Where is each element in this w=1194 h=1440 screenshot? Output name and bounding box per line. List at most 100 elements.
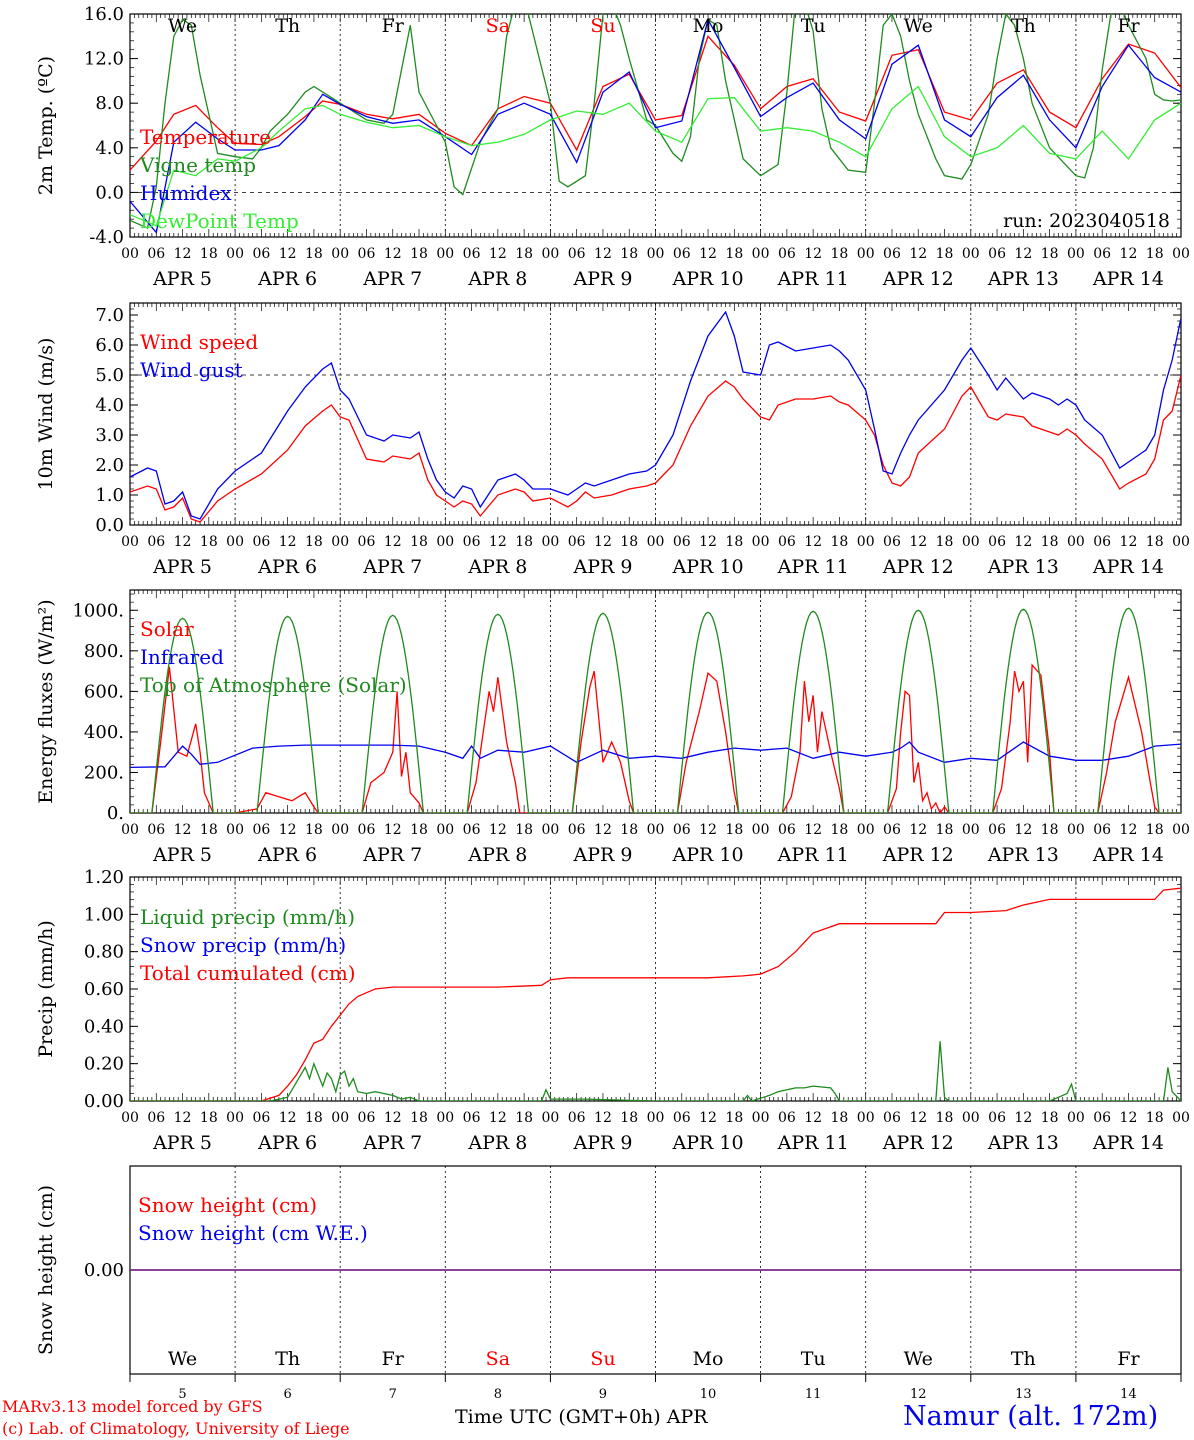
hour-tick-label: 12 bbox=[384, 822, 402, 838]
y-tick-label: 800. bbox=[84, 641, 124, 662]
legend-total-cumulated-cm-: Total cumulated (cm) bbox=[140, 961, 356, 985]
day-number: 7 bbox=[389, 1387, 397, 1402]
hour-tick-label: 18 bbox=[1041, 822, 1059, 838]
series-liquid-precip-mm-h- bbox=[130, 1041, 1181, 1101]
hour-tick-label: 00 bbox=[647, 1110, 665, 1126]
hour-tick-label: 00 bbox=[857, 534, 875, 550]
date-label: APR 9 bbox=[572, 556, 632, 578]
hour-tick-label: 12 bbox=[699, 246, 717, 262]
hour-tick-label: 12 bbox=[1120, 246, 1138, 262]
hour-tick-label: 18 bbox=[200, 534, 218, 550]
station-label: Namur (alt. 172m) bbox=[903, 1401, 1158, 1432]
hour-tick-label: 00 bbox=[331, 534, 349, 550]
run-annotation: run: 2023040518 bbox=[1003, 210, 1170, 232]
hour-tick-label: 18 bbox=[515, 822, 533, 838]
time-axis-label: Time UTC (GMT+0h) APR bbox=[455, 1406, 708, 1428]
hour-tick-label: 06 bbox=[147, 246, 165, 262]
y-tick-label: 0.00 bbox=[84, 1260, 124, 1281]
hour-tick-label: 18 bbox=[936, 1110, 954, 1126]
hour-tick-label: 18 bbox=[1146, 246, 1164, 262]
hour-tick-label: 06 bbox=[778, 1110, 796, 1126]
hour-tick-label: 12 bbox=[1120, 822, 1138, 838]
hour-tick-label: 00 bbox=[752, 246, 770, 262]
hour-tick-label: 18 bbox=[831, 534, 849, 550]
hour-tick-label: 00 bbox=[121, 246, 139, 262]
date-label: APR 7 bbox=[362, 556, 422, 578]
y-tick-label: 600. bbox=[84, 681, 124, 702]
date-label: APR 11 bbox=[777, 268, 849, 290]
hour-tick-label: 12 bbox=[174, 534, 192, 550]
hour-tick-label: 18 bbox=[305, 822, 323, 838]
hour-tick-label: 18 bbox=[1146, 1110, 1164, 1126]
day-number: 9 bbox=[599, 1387, 607, 1402]
date-label: APR 5 bbox=[152, 844, 212, 866]
hour-tick-label: 06 bbox=[673, 534, 691, 550]
date-label: APR 11 bbox=[777, 556, 849, 578]
day-number: 10 bbox=[700, 1387, 717, 1402]
series-temperature bbox=[130, 35, 1181, 171]
hour-tick-label: 06 bbox=[883, 246, 901, 262]
hour-tick-label: 18 bbox=[200, 246, 218, 262]
date-label: APR 13 bbox=[987, 1132, 1059, 1154]
hour-tick-label: 12 bbox=[174, 822, 192, 838]
date-label: APR 14 bbox=[1092, 268, 1164, 290]
legend-dewpoint-temp: DewPoint Temp bbox=[140, 209, 299, 233]
hour-tick-label: 18 bbox=[725, 822, 743, 838]
y-tick-label: 400. bbox=[84, 722, 124, 743]
date-label: APR 8 bbox=[467, 268, 527, 290]
hour-tick-label: 06 bbox=[147, 822, 165, 838]
date-label: APR 8 bbox=[467, 1132, 527, 1154]
date-label: APR 14 bbox=[1092, 556, 1164, 578]
hour-tick-label: 06 bbox=[358, 822, 376, 838]
hour-tick-label: 06 bbox=[147, 534, 165, 550]
series-vigne-temp bbox=[130, 14, 1181, 230]
hour-tick-label: 06 bbox=[883, 534, 901, 550]
hour-tick-label: 12 bbox=[804, 534, 822, 550]
hour-tick-label: 06 bbox=[988, 822, 1006, 838]
hour-tick-label: 00 bbox=[436, 1110, 454, 1126]
hour-tick-label: 00 bbox=[121, 822, 139, 838]
legend-snow-height-cm-w-e-: Snow height (cm W.E.) bbox=[138, 1221, 368, 1245]
hour-tick-label: 00 bbox=[647, 246, 665, 262]
date-label: APR 12 bbox=[882, 556, 954, 578]
hour-tick-label: 18 bbox=[410, 822, 428, 838]
date-label: APR 8 bbox=[467, 556, 527, 578]
hour-tick-label: 06 bbox=[463, 534, 481, 550]
y-axis-label: Energy fluxes (W/m²) bbox=[35, 599, 57, 803]
date-label: APR 13 bbox=[987, 268, 1059, 290]
hour-tick-label: 18 bbox=[1041, 534, 1059, 550]
series-total-cumulated-cm- bbox=[130, 887, 1181, 1101]
hour-tick-label: 12 bbox=[1120, 1110, 1138, 1126]
hour-tick-label: 06 bbox=[673, 1110, 691, 1126]
hour-tick-label: 00 bbox=[541, 1110, 559, 1126]
date-label: APR 5 bbox=[152, 556, 212, 578]
model-credit: MARv3.13 model forced by GFS bbox=[2, 1397, 263, 1416]
hour-tick-label: 06 bbox=[463, 1110, 481, 1126]
hour-tick-label: 00 bbox=[857, 246, 875, 262]
hour-tick-label: 06 bbox=[778, 534, 796, 550]
date-label: APR 6 bbox=[257, 844, 317, 866]
y-tick-label: 4.0 bbox=[95, 395, 124, 416]
series-top-of-atmosphere-solar- bbox=[130, 607, 1181, 813]
hour-tick-label: 00 bbox=[1067, 1110, 1085, 1126]
hour-tick-label: 12 bbox=[909, 1110, 927, 1126]
hour-tick-label: 06 bbox=[358, 1110, 376, 1126]
legend-wind-speed: Wind speed bbox=[140, 330, 258, 354]
day-number: 11 bbox=[805, 1387, 822, 1402]
hour-tick-label: 18 bbox=[1146, 534, 1164, 550]
hour-tick-label: 12 bbox=[384, 246, 402, 262]
hour-tick-label: 12 bbox=[804, 246, 822, 262]
series-humidex bbox=[130, 17, 1181, 234]
day-name: Fr bbox=[382, 15, 405, 37]
legend-top-of-atmosphere-solar-: Top of Atmosphere (Solar) bbox=[140, 673, 407, 697]
hour-tick-label: 18 bbox=[620, 246, 638, 262]
y-tick-label: 0.0 bbox=[95, 182, 124, 203]
hour-tick-label: 06 bbox=[778, 822, 796, 838]
day-name: Mo bbox=[693, 15, 724, 37]
hour-tick-label: 06 bbox=[252, 822, 270, 838]
y-tick-label: 0.40 bbox=[84, 1016, 124, 1037]
day-name: Tu bbox=[801, 15, 826, 37]
day-name: Fr bbox=[382, 1348, 405, 1370]
y-tick-label: 0.20 bbox=[84, 1054, 124, 1075]
hour-tick-label: 00 bbox=[226, 822, 244, 838]
